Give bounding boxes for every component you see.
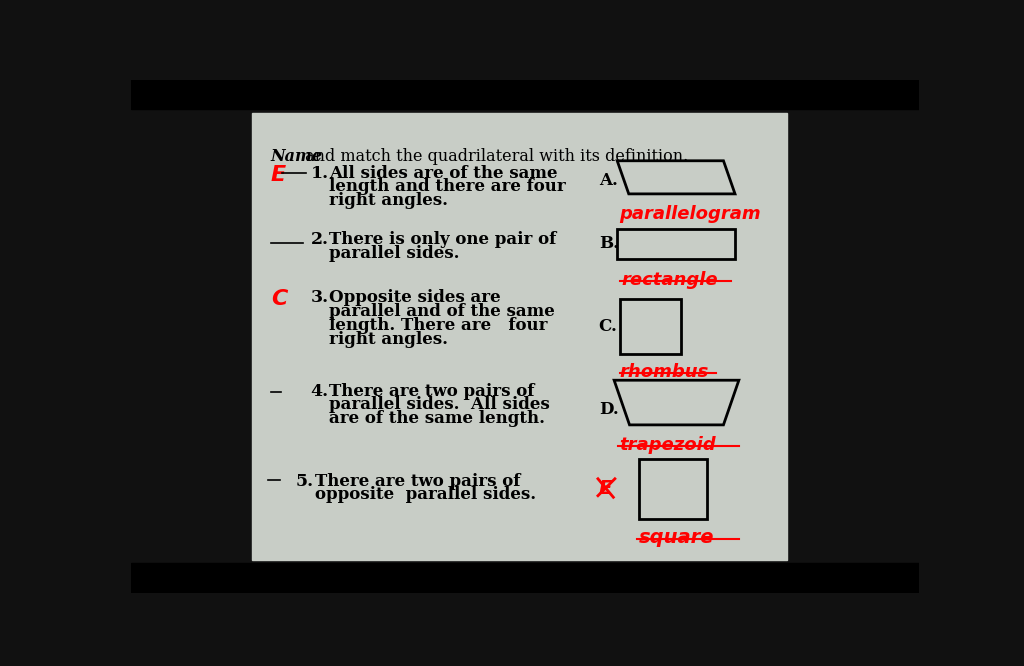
Text: length. There are   four: length. There are four [330,317,548,334]
Text: D.: D. [599,401,618,418]
Bar [252,113,787,559]
Text: 4.: 4. [310,382,329,400]
Text: 2.: 2. [310,231,329,248]
Text: and match the quadrilateral with its definition.: and match the quadrilateral with its def… [300,148,688,165]
Text: trapezoid: trapezoid [620,436,716,454]
Text: 5.: 5. [296,473,314,490]
Text: Name: Name [270,148,322,165]
Text: B.: B. [599,234,618,252]
Text: There are two pairs of: There are two pairs of [315,473,521,490]
Bar [130,80,920,109]
Text: parallel sides.  All sides: parallel sides. All sides [330,396,550,414]
Text: parallel and of the same: parallel and of the same [330,303,555,320]
Text: square: square [639,528,715,547]
Text: rectangle: rectangle [622,271,719,289]
Text: parallelogram: parallelogram [618,205,761,223]
Text: E: E [270,165,286,184]
Text: opposite  parallel sides.: opposite parallel sides. [315,486,537,503]
Text: right angles.: right angles. [330,331,449,348]
Text: C: C [270,289,287,310]
Text: parallel sides.: parallel sides. [330,244,460,262]
Text: There is only one pair of: There is only one pair of [330,231,556,248]
Text: All sides are of the same: All sides are of the same [330,165,558,182]
Text: A.: A. [599,172,617,188]
Text: There are two pairs of: There are two pairs of [330,382,535,400]
Bar [617,228,735,259]
Text: are of the same length.: are of the same length. [330,410,545,428]
Text: 3.: 3. [310,289,329,306]
Text: Opposite sides are: Opposite sides are [330,289,501,306]
Text: rhombus: rhombus [620,363,709,381]
Bar [620,298,681,354]
Text: 1.: 1. [310,165,329,182]
Text: C.: C. [599,318,617,335]
Text: E: E [599,478,612,498]
Text: right angles.: right angles. [330,192,449,209]
Bar [130,563,920,593]
Bar [639,459,707,519]
Text: length and there are four: length and there are four [330,178,566,196]
